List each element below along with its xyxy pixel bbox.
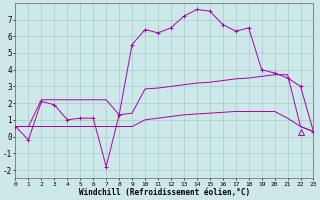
X-axis label: Windchill (Refroidissement éolien,°C): Windchill (Refroidissement éolien,°C) bbox=[79, 188, 250, 197]
